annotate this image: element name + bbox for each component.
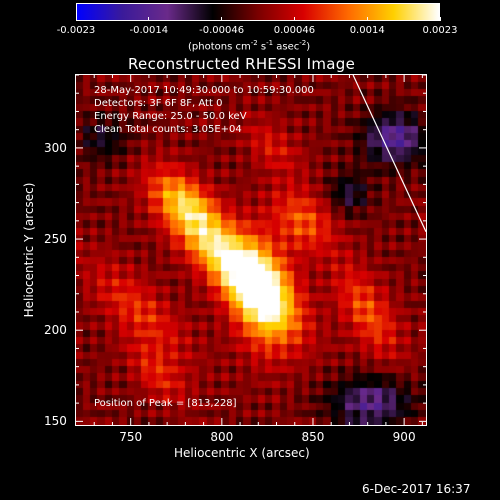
colorbar-tick-mark — [366, 17, 368, 21]
heatmap-image — [76, 75, 426, 425]
colorbar — [76, 3, 440, 21]
x-tick-label: 800 — [210, 430, 234, 444]
x-tick-label: 850 — [301, 430, 325, 444]
y-tick-label: 300 — [44, 140, 67, 155]
colorbar-tick-mark — [75, 17, 77, 21]
timestamp: 6-Dec-2017 16:37 — [362, 482, 471, 496]
colorbar-tick-label: -0.0014 — [129, 25, 169, 36]
colorbar-tick-label: -0.0023 — [56, 25, 96, 36]
colorbar-units-exp: -1 — [266, 39, 274, 47]
colorbar-units-text: (photons cm — [188, 41, 251, 53]
y-tick-label: 200 — [44, 323, 67, 338]
colorbar-tick-mark — [439, 17, 441, 21]
info-detectors: Detectors: 3F 6F 8F, Att 0 — [94, 98, 223, 109]
chart-title: Reconstructed RHESSI Image — [128, 55, 356, 73]
plot-overlay — [76, 74, 427, 425]
colorbar-units-exp: -2 — [299, 39, 307, 47]
colorbar-units-text: s — [257, 41, 267, 53]
colorbar-tick-mark — [148, 17, 150, 21]
colorbar-units-text: ) — [306, 41, 311, 53]
peak-position-label: Position of Peak = [813,228] — [94, 398, 237, 409]
x-axis-label: Heliocentric X (arcsec) — [174, 446, 310, 460]
colorbar-units-exp: -2 — [250, 39, 258, 47]
colorbar-tick-mark — [293, 17, 295, 21]
colorbar-tick-mark — [221, 17, 223, 21]
plot-area — [75, 74, 427, 426]
info-time-range: 28-May-2017 10:49:30.000 to 10:59:30.000 — [94, 85, 314, 96]
x-tick-label: 750 — [119, 430, 143, 444]
x-tick-label: 900 — [392, 430, 416, 444]
colorbar-tick-label: 0.0023 — [422, 25, 458, 36]
colorbar-gradient — [77, 4, 439, 20]
info-energy-range: Energy Range: 25.0 - 50.0 keV — [94, 111, 247, 122]
info-total-counts: Clean Total counts: 3.05E+04 — [94, 124, 242, 135]
colorbar-units: (photons cm-2 s-1 asec-2) — [188, 39, 310, 52]
y-tick-label: 250 — [44, 232, 67, 247]
colorbar-tick-label: -0.00046 — [199, 25, 245, 36]
colorbar-tick-label: 0.00046 — [273, 25, 316, 36]
colorbar-tick-label: 0.0014 — [349, 25, 385, 36]
y-tick-label: 150 — [44, 414, 67, 429]
solar-limb-line — [352, 74, 427, 233]
y-axis-label: Heliocentric Y (arcsec) — [22, 182, 36, 318]
colorbar-units-text: asec — [273, 41, 300, 53]
